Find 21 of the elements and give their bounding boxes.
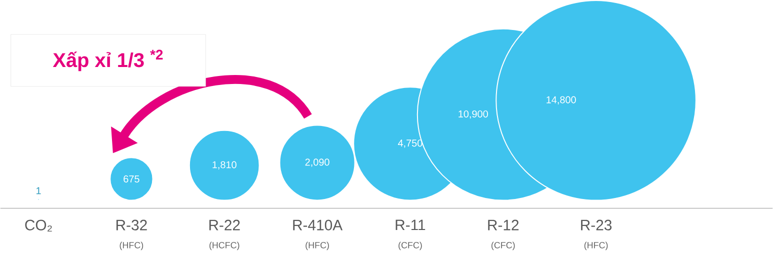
text: (CFC) <box>491 242 515 250</box>
text: (HFC) <box>120 242 144 250</box>
category-label: R-23 <box>581 220 612 230</box>
text: (HFC) <box>306 242 329 250</box>
category-label: R-12 <box>488 220 519 230</box>
category-label: R-22 <box>209 220 240 230</box>
data-label: 1,810 <box>212 161 236 170</box>
text: (CFC) <box>398 242 422 250</box>
text: Xấp xỉ 1/3 $^{*2}$ <box>52 50 163 71</box>
category-label: R-410A <box>293 220 343 230</box>
data-label: 675 <box>124 175 140 182</box>
data-label: 10,900 <box>458 110 488 118</box>
category-label: R-32 <box>116 220 147 230</box>
data-label: 14,800 <box>546 96 576 104</box>
text: (HFC) <box>584 242 608 250</box>
category-label: CO₂ <box>25 220 52 232</box>
data-label: 1 <box>36 187 41 194</box>
text: (HCFC) <box>209 242 240 250</box>
data-label: 2,090 <box>305 158 330 167</box>
category-label: R-11 <box>396 220 426 230</box>
data-label: 4,750 <box>398 139 422 148</box>
